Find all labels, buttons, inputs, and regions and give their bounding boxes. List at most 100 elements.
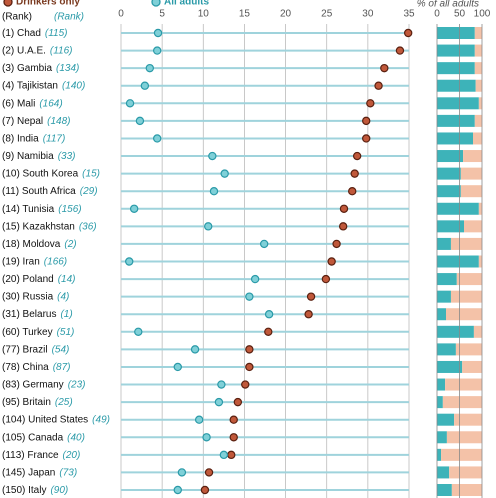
x-tick-label: 50 [454, 9, 466, 20]
dot [259, 239, 269, 249]
dot [332, 239, 341, 249]
row-label: (6) Mali (164) [2, 98, 63, 109]
rank-label: (140) [62, 80, 85, 91]
country-label: (11) South Africa [2, 186, 76, 197]
dot [264, 327, 273, 337]
row-label: (9) Namibia (33) [2, 151, 75, 162]
dot [339, 204, 349, 213]
country-label: (3) Gambia [2, 63, 52, 74]
bar-segment [437, 466, 450, 479]
dot [338, 222, 348, 231]
row-label: (3) Gambia (134) [2, 63, 79, 74]
bar-segment [437, 202, 479, 215]
bar-segment [474, 44, 482, 57]
dot [264, 310, 274, 319]
x-tick-label: 0 [118, 9, 124, 20]
x-tick-label: 15 [239, 9, 251, 20]
dot [327, 257, 336, 266]
panel-title: % of all adults [417, 0, 479, 10]
dot [177, 468, 187, 477]
dot [153, 46, 162, 55]
row-label: (4) Tajikistan (140) [2, 80, 85, 91]
country-label: (19) Iran [2, 256, 40, 267]
bar-segment [437, 484, 452, 496]
bar-segment [437, 44, 475, 57]
x-tick-label: 20 [280, 9, 292, 20]
country-label: (95) Britain [2, 397, 51, 408]
rank-label: (33) [58, 151, 76, 162]
dot [153, 28, 163, 38]
bar-segment [437, 114, 475, 127]
x-tick-label: 30 [362, 9, 374, 20]
x-tick-label: 10 [198, 9, 210, 20]
row-label: (20) Poland (14) [2, 274, 76, 285]
bar-segment [437, 237, 451, 250]
dot [153, 134, 162, 143]
country-label: (113) France [2, 449, 59, 460]
dot [229, 433, 238, 442]
bar-segment [437, 255, 479, 268]
legend-marker [151, 0, 161, 7]
bar-segment [441, 448, 482, 461]
dot [194, 415, 204, 424]
country-label: (1) Chad [2, 28, 41, 39]
country-label: (10) South Korea [2, 168, 79, 179]
row-label: (15) Kazakhstan (36) [2, 221, 97, 232]
bar-segment [456, 273, 482, 286]
country-label: (9) Namibia [2, 151, 54, 162]
row-label: (18) Moldova (2) [2, 239, 77, 250]
bar-segment [478, 97, 482, 110]
rank-label: (49) [92, 414, 110, 425]
rank-label: (14) [58, 274, 76, 285]
bar-segment [437, 97, 479, 110]
bar-segment [464, 220, 482, 233]
bar-segment [437, 378, 446, 391]
bar-segment [474, 27, 482, 39]
x-tick-label: 0 [434, 9, 440, 20]
dot [380, 63, 389, 73]
x-tick-label: 25 [321, 9, 333, 20]
dot [245, 362, 254, 372]
country-label: (30) Russia [2, 291, 54, 302]
row-label: (105) Canada (40) [2, 432, 85, 443]
dot [362, 116, 371, 126]
row-label: (78) China (87) [2, 362, 71, 373]
bar-segment [473, 325, 482, 338]
rank-label: (15) [82, 168, 100, 179]
bar-segment [437, 343, 456, 356]
bar-segment [437, 290, 451, 303]
dot [125, 99, 135, 108]
rank-label: (23) [68, 379, 86, 390]
dot [245, 345, 254, 354]
row-label: (14) Tunisia (156) [2, 203, 82, 214]
country-label: (6) Mali [2, 98, 35, 109]
row-label: (2) U.A.E. (116) [2, 45, 73, 56]
rank-label: (164) [39, 98, 62, 109]
bar-segment [437, 167, 461, 180]
x-tick-label: 100 [474, 9, 491, 20]
dot [135, 116, 145, 126]
dot [140, 81, 150, 90]
dot [125, 257, 134, 266]
country-label: (14) Tunisia [2, 203, 55, 214]
dot [145, 63, 154, 73]
rank-label: (148) [47, 116, 70, 127]
country-label: (18) Moldova [2, 239, 61, 250]
bar-segment [437, 62, 475, 75]
dot [190, 345, 200, 354]
rank-label: (115) [45, 28, 68, 39]
country-label: (150) Italy [2, 485, 46, 496]
rank-label: (134) [56, 63, 79, 74]
dot [129, 204, 139, 213]
country-label: (31) Belarus [2, 309, 56, 320]
bar-segment [463, 150, 482, 163]
rank-label: (2) [64, 239, 76, 250]
dot [202, 433, 211, 442]
dot [204, 222, 213, 231]
x-tick-label: 35 [403, 9, 415, 20]
rank-label: (54) [52, 344, 70, 355]
row-label: (83) Germany (23) [2, 379, 85, 390]
bar-segment [478, 202, 482, 215]
rank-label: (20) [63, 449, 81, 460]
dot [220, 169, 229, 178]
